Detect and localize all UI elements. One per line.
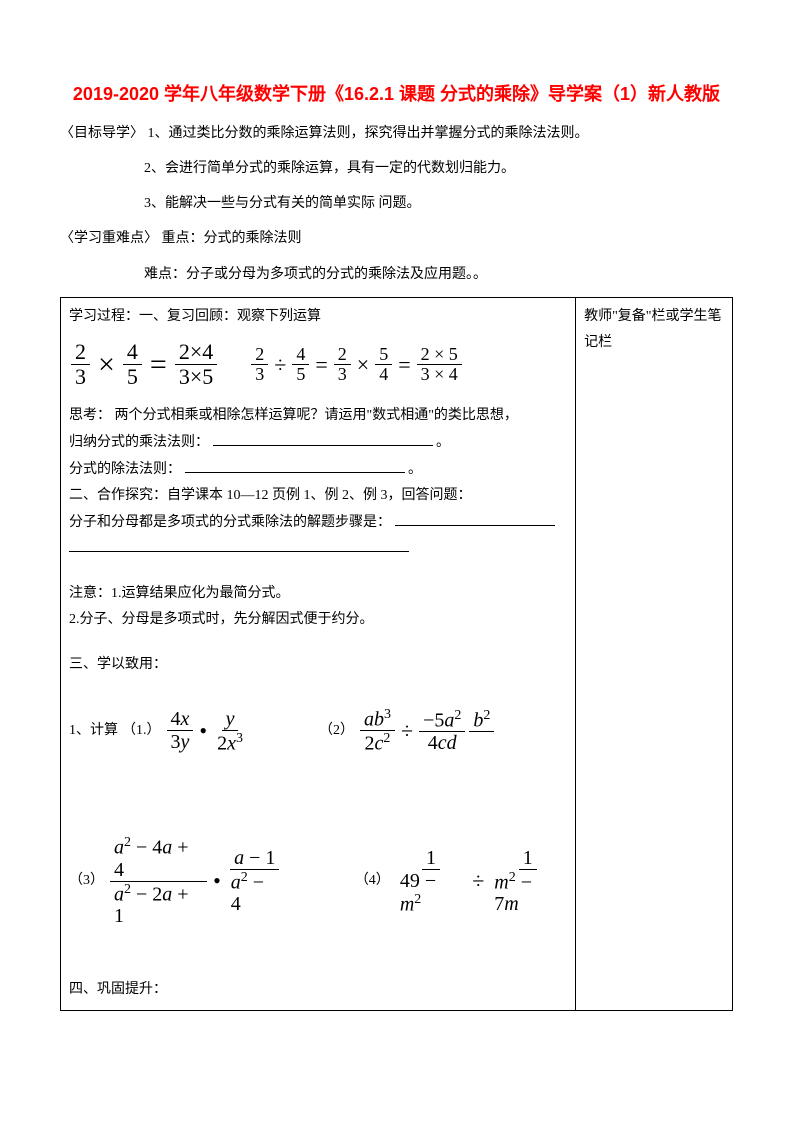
notes-column-header: 教师"复备"栏或学生笔记栏: [584, 304, 724, 357]
note-1: 1.运算结果应化为最简分式。: [111, 586, 290, 601]
rule-1-prefix: 归纳分式的乘法法则：: [69, 435, 209, 450]
rule-2-prefix: 分式的除法法则：: [69, 462, 181, 477]
rule-1-end: 。: [436, 435, 450, 450]
goal-1: 1、通过类比分数的乘除运算法则，探究得出并掌握分式的乘除法法则。: [148, 126, 589, 141]
section-3-heading: 三、学以致用：: [69, 652, 567, 679]
steps-prefix: 分子和分母都是多项式的分式乘除法的解题步骤是：: [69, 515, 391, 530]
goal-2: 2、会进行简单分式的乘除运算，具有一定的代数划归能力。: [60, 156, 733, 181]
goals-label: 〈目标导学〉: [60, 126, 144, 141]
process-heading: 学习过程：一、复习回顾：观察下列运算: [69, 304, 567, 331]
blank-input[interactable]: [395, 511, 555, 526]
main-content-cell: 学习过程：一、复习回顾：观察下列运算 23 × 45 = 2×43×5 23 ÷…: [61, 297, 576, 1010]
calc-item-4: （4） 149 − m2 ÷ 1m2 − 7m: [355, 835, 567, 927]
note-2: 2.分子、分母是多项式时，先分解因式便于约分。: [69, 607, 567, 634]
blank-input[interactable]: [213, 431, 433, 446]
section-4-heading: 四、巩固提升：: [69, 977, 567, 1004]
page: 2019-2020 学年八年级数学下册《16.2.1 课题 分式的乘除》导学案（…: [0, 0, 793, 1051]
think-prompt: 思考： 两个分式相乘或相除怎样运算呢？请运用"数式相通"的类比思想，: [69, 403, 567, 430]
keypoint-2: 难点：分子或分母为多项式的分式的乘除法及应用题。。: [60, 262, 733, 287]
calc-row-1: 1、计算 （1.） 4x3y • y2x3 （2） ab32c2 ÷ −5a24…: [69, 707, 567, 755]
steps-line: 分子和分母都是多项式的分式乘除法的解题步骤是：: [69, 510, 567, 537]
keypoints-label: 〈学习重难点〉: [60, 231, 158, 246]
notes-block: 注意：1.运算结果应化为最简分式。: [69, 581, 567, 608]
goal-3: 3、能解决一些与分式有关的简单实际 问题。: [60, 191, 733, 216]
calc-item-2: （2） ab32c2 ÷ −5a24cd b2: [319, 707, 496, 755]
keypoint-1: 重点：分式的乘除法则: [162, 231, 302, 246]
keypoints-line: 〈学习重难点〉 重点：分式的乘除法则: [60, 226, 733, 251]
goals-line-1: 〈目标导学〉 1、通过类比分数的乘除运算法则，探究得出并掌握分式的乘除法法则。: [60, 121, 733, 146]
blank-input[interactable]: [185, 458, 405, 473]
rule-1-line: 归纳分式的乘法法则： 。: [69, 430, 567, 457]
blank-input[interactable]: [69, 537, 409, 552]
calc-item-1: 1、计算 （1.） 4x3y • y2x3: [69, 707, 249, 755]
cooperation-heading: 二、合作探究：自学课本 10—12 页例 1、例 2、例 3，回答问题：: [69, 483, 567, 510]
calc-item-3: （3） a2 − 4a + 4a2 − 2a + 1 • a − 1a2 − 4: [69, 835, 285, 927]
review-equations: 23 × 45 = 2×43×5 23 ÷ 45 = 23 × 54: [69, 336, 567, 393]
content-table: 学习过程：一、复习回顾：观察下列运算 23 × 45 = 2×43×5 23 ÷…: [60, 297, 733, 1011]
equation-1: 23 × 45 = 2×43×5: [69, 336, 219, 393]
note-label: 注意：: [69, 586, 111, 601]
calc-row-2: （3） a2 − 4a + 4a2 − 2a + 1 • a − 1a2 − 4…: [69, 835, 567, 927]
notes-column: 教师"复备"栏或学生笔记栏: [576, 297, 733, 1010]
document-title: 2019-2020 学年八年级数学下册《16.2.1 课题 分式的乘除》导学案（…: [60, 80, 733, 109]
equation-2: 23 ÷ 45 = 23 × 54 = 2 × 53 × 4: [249, 344, 464, 386]
rule-2-line: 分式的除法法则： 。: [69, 457, 567, 484]
rule-2-end: 。: [408, 462, 422, 477]
steps-blank-2: [69, 536, 567, 563]
